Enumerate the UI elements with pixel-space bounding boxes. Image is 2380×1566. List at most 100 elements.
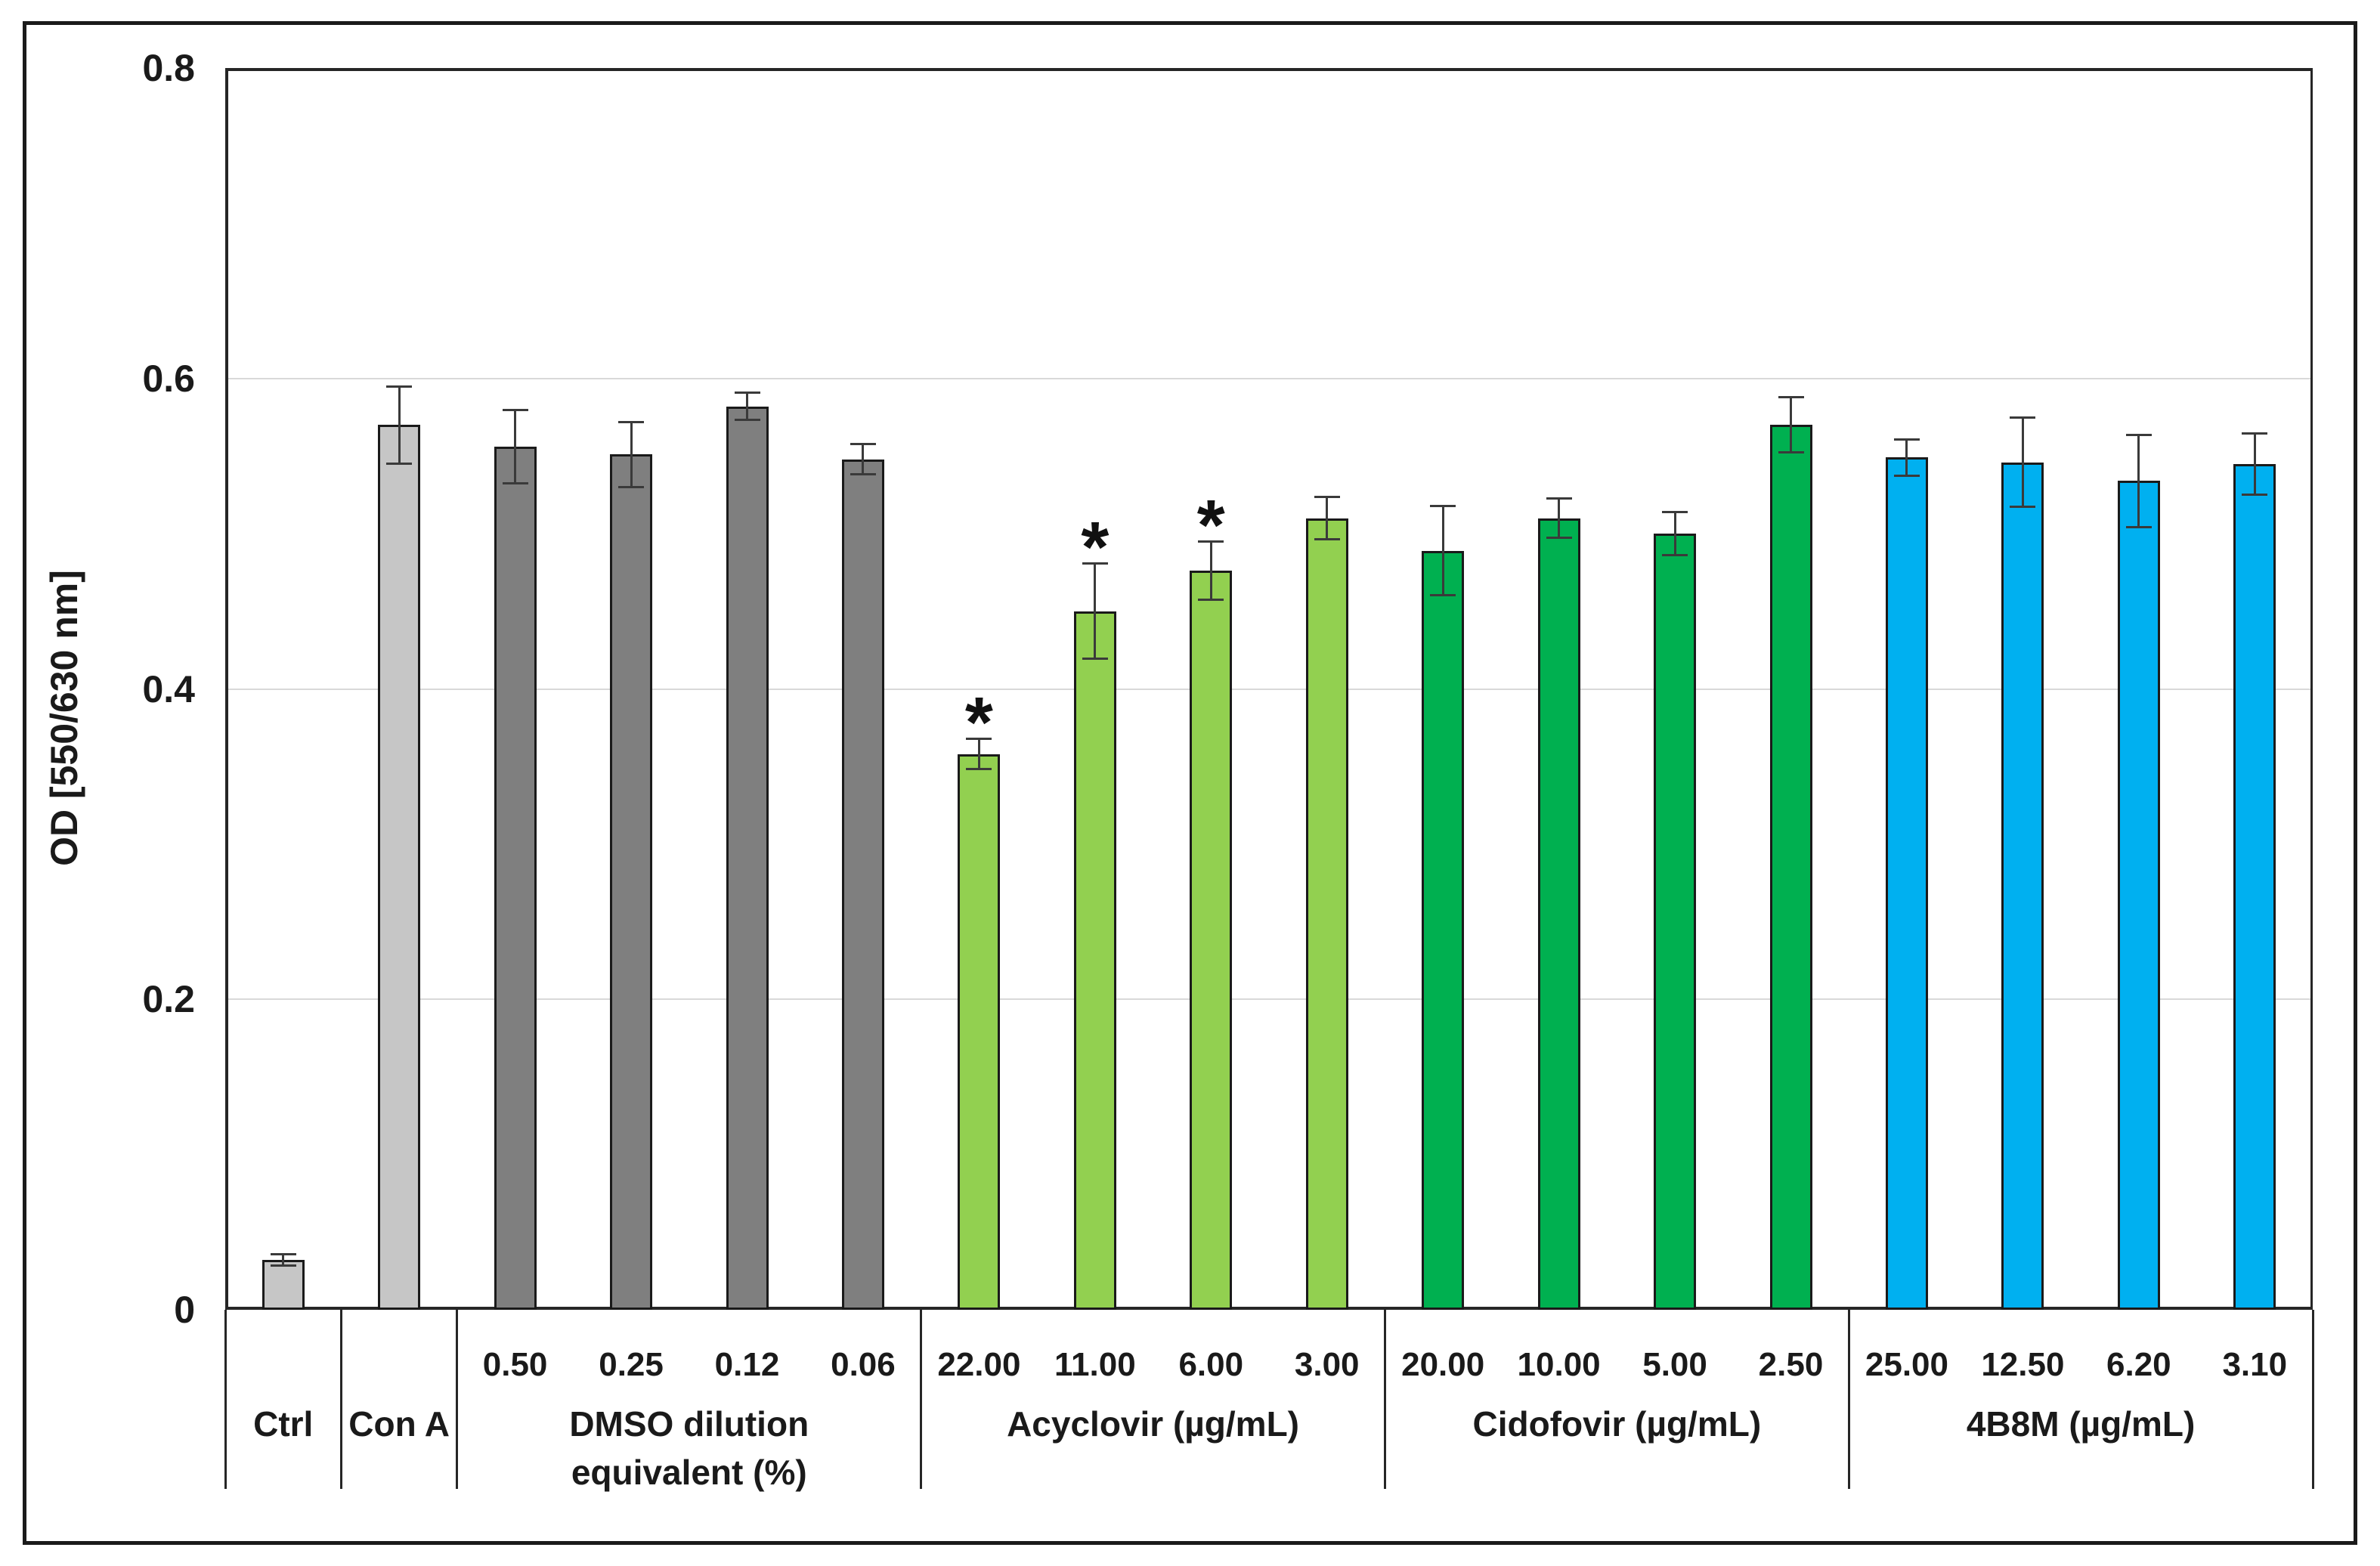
bar bbox=[1885, 457, 1928, 1310]
bar bbox=[1190, 571, 1233, 1310]
error-bar-cap-top bbox=[1430, 505, 1456, 508]
category-divider bbox=[1847, 1310, 1850, 1489]
y-tick-label-0.2: 0.2 bbox=[142, 978, 195, 1021]
group-label-line: Acyclovir (µg/mL) bbox=[1007, 1404, 1299, 1444]
category-divider bbox=[1383, 1310, 1386, 1489]
y-tick-label-0.4: 0.4 bbox=[142, 667, 195, 710]
gridline-0.4 bbox=[227, 688, 2311, 690]
bar bbox=[1537, 518, 1580, 1310]
error-bar-cap-top bbox=[2010, 416, 2036, 419]
error-bar-cap-top bbox=[1662, 511, 1688, 514]
dose-label: 3.00 bbox=[1294, 1346, 1360, 1383]
error-bar-cap-top bbox=[502, 408, 528, 411]
bar bbox=[841, 459, 884, 1310]
significance-asterisk: * bbox=[964, 682, 993, 763]
error-bar-cap-top bbox=[1778, 396, 1804, 399]
error-bar-cap-top bbox=[1893, 438, 1920, 441]
bar bbox=[262, 1260, 305, 1310]
dose-label: 25.00 bbox=[1865, 1346, 1948, 1383]
error-bar bbox=[1790, 397, 1792, 453]
error-bar-cap-bottom bbox=[2125, 525, 2152, 528]
error-bar bbox=[1209, 541, 1212, 601]
group-label-line: Con A bbox=[348, 1404, 450, 1444]
bar bbox=[958, 754, 1001, 1310]
error-bar-cap-top bbox=[1082, 562, 1108, 565]
dose-label: 20.00 bbox=[1401, 1346, 1485, 1383]
bar bbox=[2117, 481, 2160, 1310]
error-bar-cap-bottom bbox=[1430, 594, 1456, 597]
error-bar-cap-bottom bbox=[1893, 475, 1920, 478]
dose-label: 11.00 bbox=[1054, 1346, 1136, 1383]
error-bar-cap-bottom bbox=[2010, 506, 2036, 509]
category-divider bbox=[224, 1310, 227, 1489]
error-bar bbox=[630, 422, 633, 487]
error-bar-cap-top bbox=[734, 392, 760, 395]
significance-asterisk: * bbox=[1196, 485, 1225, 566]
dose-label: 6.00 bbox=[1178, 1346, 1244, 1383]
bar bbox=[2233, 463, 2276, 1310]
error-bar bbox=[2253, 432, 2256, 495]
dose-label: 5.00 bbox=[1642, 1346, 1707, 1383]
dose-label: 2.50 bbox=[1758, 1346, 1824, 1383]
gridline-0.2 bbox=[227, 998, 2311, 1001]
error-bar-cap-bottom bbox=[850, 473, 876, 476]
group-label: Acyclovir (µg/mL) bbox=[921, 1400, 1385, 1448]
error-bar bbox=[398, 386, 401, 464]
category-divider bbox=[2311, 1310, 2314, 1489]
bar bbox=[1305, 518, 1348, 1310]
error-bar bbox=[1094, 563, 1097, 660]
bar bbox=[1422, 550, 1465, 1310]
dose-label: 12.50 bbox=[1981, 1346, 2065, 1383]
group-label: 4B8M (µg/mL) bbox=[1849, 1400, 2313, 1448]
error-bar bbox=[977, 738, 980, 770]
error-bar bbox=[514, 409, 517, 484]
error-bar-cap-top bbox=[1314, 495, 1340, 498]
error-bar-cap-bottom bbox=[1198, 599, 1224, 602]
error-bar-cap-bottom bbox=[1082, 658, 1108, 661]
error-bar bbox=[1673, 512, 1676, 556]
error-bar-cap-top bbox=[1546, 497, 1572, 500]
error-bar-cap-bottom bbox=[270, 1264, 296, 1267]
y-tick-label-0.6: 0.6 bbox=[142, 357, 195, 400]
category-divider bbox=[339, 1310, 342, 1489]
bar bbox=[726, 406, 769, 1310]
error-bar-cap-bottom bbox=[1546, 537, 1572, 540]
error-bar bbox=[1558, 497, 1561, 539]
error-bar-cap-top bbox=[966, 738, 992, 741]
error-bar-cap-top bbox=[618, 421, 645, 424]
bar bbox=[1769, 425, 1812, 1310]
error-bar-cap-bottom bbox=[734, 419, 760, 422]
error-bar-cap-top bbox=[270, 1253, 296, 1256]
error-bar-cap-bottom bbox=[966, 768, 992, 771]
group-label-line: 4B8M (µg/mL) bbox=[1966, 1404, 2196, 1444]
dose-label: 6.20 bbox=[2106, 1346, 2171, 1383]
plot-area bbox=[225, 68, 2313, 1310]
dose-label: 22.00 bbox=[937, 1346, 1021, 1383]
error-bar-cap-top bbox=[2125, 433, 2152, 436]
group-label: Con A bbox=[341, 1400, 457, 1448]
dose-label: 0.12 bbox=[714, 1346, 780, 1383]
bar bbox=[378, 425, 421, 1310]
error-bar-cap-bottom bbox=[1314, 538, 1340, 541]
dose-label: 3.10 bbox=[2222, 1346, 2288, 1383]
group-label: Ctrl bbox=[225, 1400, 341, 1448]
bar bbox=[610, 454, 653, 1310]
error-bar-cap-top bbox=[386, 385, 413, 388]
bar bbox=[2001, 462, 2044, 1310]
error-bar-cap-top bbox=[2242, 432, 2268, 435]
group-label-line: Cidofovir (µg/mL) bbox=[1472, 1404, 1762, 1444]
error-bar-cap-bottom bbox=[386, 462, 413, 465]
error-bar bbox=[1441, 506, 1444, 596]
significance-asterisk: * bbox=[1081, 507, 1110, 588]
dose-label: 0.25 bbox=[599, 1346, 664, 1383]
error-bar bbox=[862, 444, 865, 475]
category-divider bbox=[456, 1310, 459, 1489]
error-bar-cap-bottom bbox=[618, 485, 645, 488]
y-tick-label-0: 0 bbox=[174, 1289, 195, 1331]
category-divider bbox=[920, 1310, 923, 1489]
y-axis-title: OD [550/630 nm] bbox=[43, 570, 85, 866]
dose-label: 10.00 bbox=[1517, 1346, 1601, 1383]
dose-label: 0.50 bbox=[482, 1346, 548, 1383]
error-bar-cap-top bbox=[850, 443, 876, 445]
